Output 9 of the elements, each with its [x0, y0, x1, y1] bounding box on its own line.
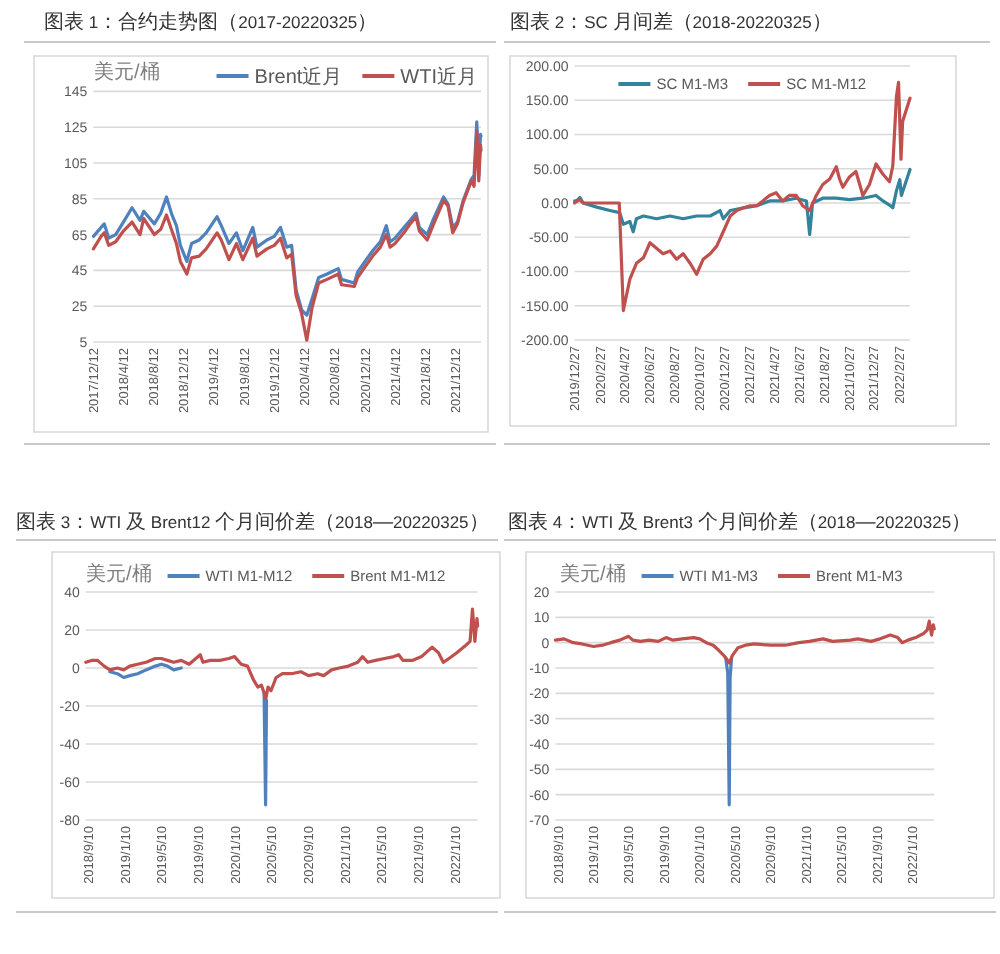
title: 图表 1：合约走势图（2017-20220325） [44, 12, 378, 34]
y-axis-title: 美元/桶 [86, 564, 152, 586]
y-axis-title: 美元/桶 [94, 62, 160, 84]
legend-label: WTI近月 [400, 67, 477, 89]
title: 图表 4：WTI 及 Brent3 个月间价差（2018—20220325） [508, 512, 972, 534]
legend-label: Brent近月 [254, 67, 343, 89]
title: 图表 2：SC 月间差（2018-20220325） [510, 12, 832, 34]
title: 图表 3：WTI 及 Brent12 个月间价差（2018—20220325） [16, 512, 489, 534]
y-axis-title: 美元/桶 [560, 564, 626, 586]
